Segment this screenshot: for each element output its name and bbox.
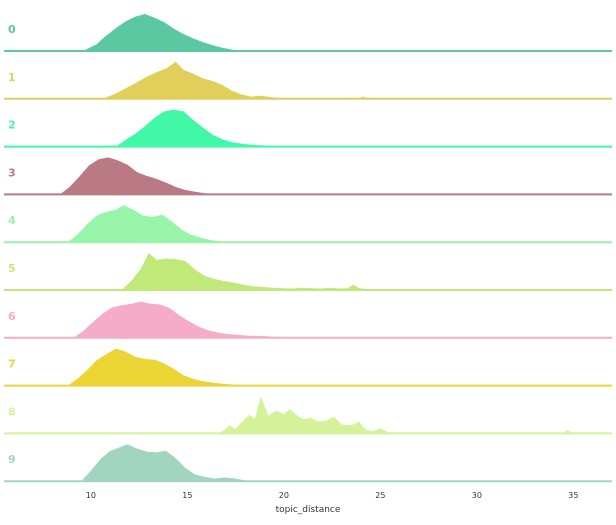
density-area-9 xyxy=(81,444,253,482)
x-tick-label-20: 20 xyxy=(279,491,289,500)
row-label-4: 4 xyxy=(8,214,16,227)
ridge-row-7: 7 xyxy=(4,348,612,387)
x-tick-label-35: 35 xyxy=(568,491,578,500)
x-tick-label-15: 15 xyxy=(182,491,192,500)
ridge-row-9: 9 xyxy=(4,444,612,483)
x-tick-label-25: 25 xyxy=(375,491,385,500)
ridge-row-6: 6 xyxy=(4,301,612,339)
ridge-row-2: 2 xyxy=(4,109,612,148)
row-label-3: 3 xyxy=(8,166,16,179)
ridge-row-0: 0 xyxy=(4,14,612,52)
ridge-row-1: 1 xyxy=(4,61,612,100)
x-axis: 10 15 20 25 30 35 xyxy=(86,491,579,500)
density-area-4 xyxy=(67,205,232,243)
density-area-7 xyxy=(67,348,246,386)
density-area-8 xyxy=(218,396,572,434)
density-area-2 xyxy=(115,109,281,147)
row-label-1: 1 xyxy=(8,71,16,84)
density-area-6 xyxy=(73,301,288,338)
row-label-2: 2 xyxy=(8,119,16,132)
x-axis-title: topic_distance xyxy=(276,505,341,515)
row-label-5: 5 xyxy=(8,262,16,275)
ridge-rows: 0 1 2 3 4 5 6 7 8 9 xyxy=(4,14,612,483)
density-area-1 xyxy=(102,61,369,99)
row-label-8: 8 xyxy=(8,405,16,418)
row-label-0: 0 xyxy=(8,23,16,36)
row-label-9: 9 xyxy=(8,453,16,466)
ridge-row-8: 8 xyxy=(4,396,612,435)
ridge-row-3: 3 xyxy=(4,157,612,196)
density-area-5 xyxy=(121,253,381,290)
x-tick-label-30: 30 xyxy=(472,491,482,500)
density-area-0 xyxy=(83,14,242,51)
x-tick-label-10: 10 xyxy=(86,491,96,500)
ridge-row-4: 4 xyxy=(4,205,612,244)
density-area-3 xyxy=(60,157,215,195)
ridge-row-5: 5 xyxy=(4,253,612,291)
row-label-6: 6 xyxy=(8,310,16,323)
row-label-7: 7 xyxy=(8,358,16,371)
